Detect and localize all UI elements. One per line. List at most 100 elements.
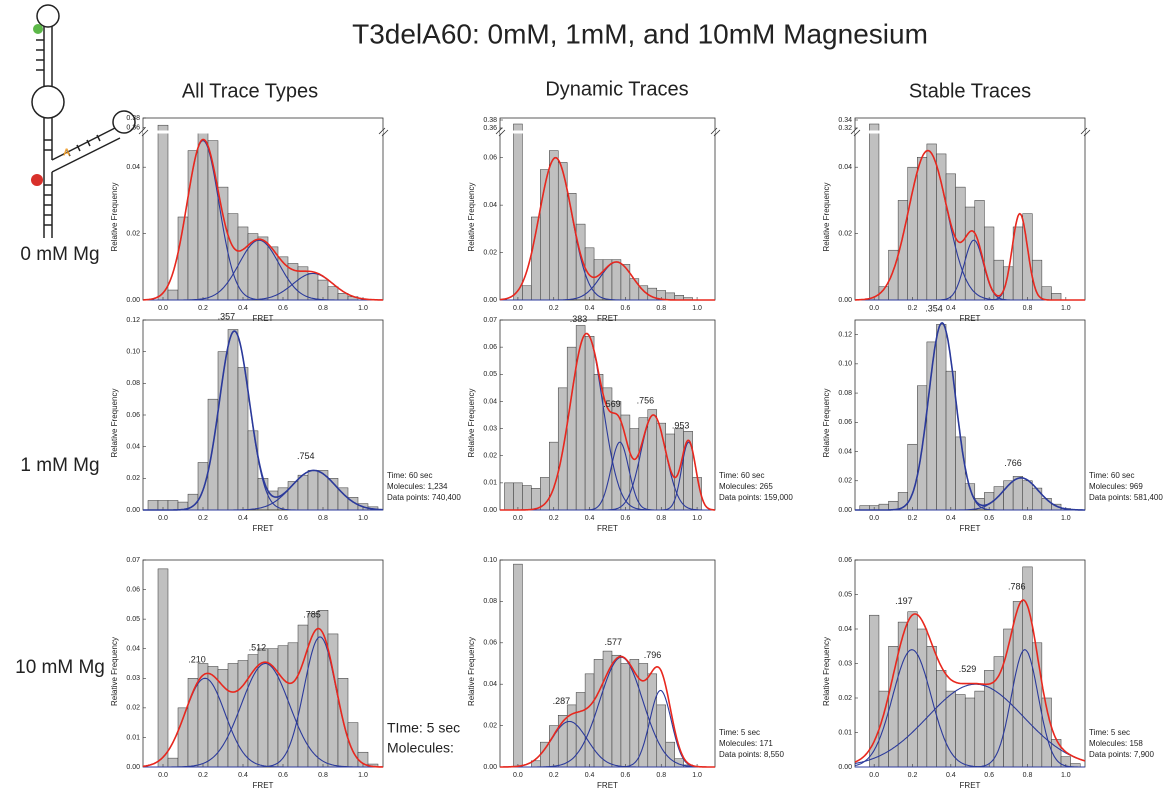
column-title: Stable Traces: [909, 80, 1031, 102]
x-tick-label: 0.0: [869, 515, 879, 522]
x-tick-label: 0.0: [158, 305, 168, 312]
y-tick-label: 0.04: [838, 448, 852, 455]
peak-label: .756: [637, 395, 655, 405]
y-tick-label: 0.04: [483, 398, 497, 405]
x-tick-label: 0.8: [1023, 515, 1033, 522]
acceptor-dye: [31, 174, 43, 186]
row-label: 1 mM Mg: [20, 455, 99, 476]
y-tick-label: 0.06: [838, 419, 852, 426]
x-tick-label: 0.4: [585, 305, 595, 312]
y-axis-label: Relative Frequency: [467, 637, 476, 706]
fit-sum: [500, 655, 715, 768]
x-tick-label: 0.0: [513, 515, 523, 522]
bar: [522, 285, 532, 301]
y-tick-label: 0.00: [838, 507, 852, 514]
y-tick-label: 0.00: [483, 764, 497, 771]
bar: [1051, 293, 1062, 301]
y-tick-label: 0.08: [126, 380, 140, 387]
x-tick-label: 0.2: [908, 305, 918, 312]
bar: [611, 259, 622, 301]
bar: [945, 173, 956, 301]
peak-label: .754: [297, 451, 315, 461]
y-tick-label: 0.06: [126, 412, 140, 419]
x-tick-label: 0.6: [984, 515, 994, 522]
y-tick-label: 0.36: [483, 125, 497, 132]
annotation: Data points: 740,400: [387, 493, 461, 502]
row-label: 10 mM Mg: [15, 657, 105, 678]
fit-sum: [855, 149, 1085, 301]
x-tick-label: 1.0: [1061, 515, 1071, 522]
x-tick-label: 0.6: [278, 772, 288, 779]
y-tick-label: 0.02: [838, 230, 852, 237]
bar: [1012, 226, 1023, 301]
bar: [277, 645, 289, 768]
annotation: Molecules: 1,234: [387, 482, 448, 491]
y-tick-label: 0.32: [838, 125, 852, 132]
annotation: Time: 5 sec: [719, 728, 760, 737]
bar: [207, 666, 219, 768]
bar: [917, 628, 928, 768]
diagram-label: A: [63, 148, 70, 159]
bar: [638, 417, 649, 511]
peak-label: .796: [644, 650, 662, 660]
bar: [257, 236, 269, 301]
x-axis-label: FRET: [960, 524, 981, 533]
bar: [656, 704, 666, 768]
bar: [167, 500, 179, 511]
x-tick-label: 1.0: [692, 305, 702, 312]
y-axis-label: Relative Frequency: [110, 183, 119, 252]
bar: [897, 621, 908, 768]
y-tick-label: 0.03: [838, 660, 852, 667]
bar: [647, 409, 658, 511]
x-tick-label: 1.0: [1061, 305, 1071, 312]
bar: [936, 324, 947, 511]
x-tick-label: 0.2: [549, 772, 559, 779]
y-tick-label: 0.02: [483, 722, 497, 729]
column-title: Dynamic Traces: [545, 78, 688, 100]
fit-sum: [142, 138, 383, 301]
bar: [257, 478, 269, 511]
x-axis-label: FRET: [597, 781, 618, 790]
x-tick-label: 0.6: [278, 305, 288, 312]
bar: [207, 398, 219, 511]
annotation: Time: 60 sec: [1089, 471, 1135, 480]
bar: [926, 646, 937, 768]
y-tick-label: 0.05: [126, 616, 140, 623]
x-tick-label: 0.8: [656, 515, 666, 522]
x-tick-label: 0.2: [198, 515, 208, 522]
y-axis-label: Relative Frequency: [110, 389, 119, 458]
bar: [327, 286, 339, 301]
figure-title: T3delA60: 0mM, 1mM, and 10mM Magnesium: [352, 18, 928, 49]
bar: [147, 500, 159, 511]
x-axis-label: FRET: [597, 524, 618, 533]
x-tick-label: 0.2: [198, 772, 208, 779]
bar: [964, 697, 976, 768]
x-tick-label: 1.0: [692, 515, 702, 522]
x-tick-label: 0.2: [549, 305, 559, 312]
annotation: Time: 60 sec: [719, 471, 765, 480]
plot-frame: [499, 117, 716, 301]
x-tick-label: 0.4: [585, 772, 595, 779]
y-tick-label: 0.00: [126, 507, 140, 514]
plot-frame: [854, 319, 1086, 511]
y-tick-label: 0.04: [838, 626, 852, 633]
x-axis-label: FRET: [253, 314, 274, 323]
peak-label: .383: [570, 314, 588, 324]
peak-label: .785: [303, 609, 321, 619]
x-tick-label: 0.2: [198, 305, 208, 312]
bar: [907, 166, 918, 301]
annotation: Time: 60 sec: [387, 471, 433, 480]
annotation: Molecules:: [387, 740, 454, 756]
y-axis-label: Relative Frequency: [467, 389, 476, 458]
peak-label: .766: [1004, 458, 1022, 468]
x-tick-label: 0.4: [585, 515, 595, 522]
bar: [337, 293, 349, 301]
x-tick-label: 0.8: [656, 772, 666, 779]
annotation: Data points: 7,900: [1089, 750, 1154, 759]
fit-sum: [143, 330, 383, 511]
bar: [584, 247, 595, 301]
x-tick-label: 0.8: [1023, 305, 1033, 312]
x-tick-label: 0.6: [621, 772, 631, 779]
axis-break-mark: [710, 127, 721, 137]
peak-label: .569: [603, 399, 621, 409]
